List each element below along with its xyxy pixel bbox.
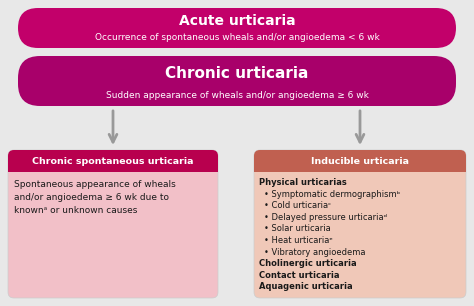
FancyBboxPatch shape (18, 8, 456, 48)
Text: Occurrence of spontaneous wheals and/or angioedema < 6 wk: Occurrence of spontaneous wheals and/or … (95, 33, 379, 43)
Text: • Heat urticariaᵉ: • Heat urticariaᵉ (264, 236, 333, 245)
Text: • Symptomatic dermographismᵇ: • Symptomatic dermographismᵇ (264, 190, 400, 199)
FancyBboxPatch shape (8, 150, 218, 298)
Text: Acute urticaria: Acute urticaria (179, 14, 295, 28)
Text: • Vibratory angioedema: • Vibratory angioedema (264, 248, 365, 257)
FancyBboxPatch shape (18, 56, 456, 106)
Text: Chronic urticaria: Chronic urticaria (165, 66, 309, 81)
Text: • Cold urticariaᶜ: • Cold urticariaᶜ (264, 201, 331, 210)
Bar (8, 161, 218, 172)
Text: Contact urticaria: Contact urticaria (259, 271, 339, 280)
FancyBboxPatch shape (254, 150, 466, 172)
Text: Inducible urticaria: Inducible urticaria (311, 156, 409, 166)
Text: • Delayed pressure urticariaᵈ: • Delayed pressure urticariaᵈ (264, 213, 387, 222)
FancyBboxPatch shape (8, 150, 218, 172)
Text: Cholinergic urticaria: Cholinergic urticaria (259, 259, 356, 268)
Text: Aquagenic urticaria: Aquagenic urticaria (259, 282, 353, 291)
Bar (254, 161, 466, 172)
FancyBboxPatch shape (254, 150, 466, 298)
Text: Physical urticarias: Physical urticarias (259, 178, 347, 187)
Text: Sudden appearance of wheals and/or angioedema ≥ 6 wk: Sudden appearance of wheals and/or angio… (106, 91, 368, 99)
Text: • Solar urticaria: • Solar urticaria (264, 224, 331, 233)
Text: Spontaneous appearance of wheals
and/or angioedema ≥ 6 wk due to
knownᵃ or unkno: Spontaneous appearance of wheals and/or … (14, 180, 176, 215)
Text: Chronic spontaneous urticaria: Chronic spontaneous urticaria (32, 156, 194, 166)
